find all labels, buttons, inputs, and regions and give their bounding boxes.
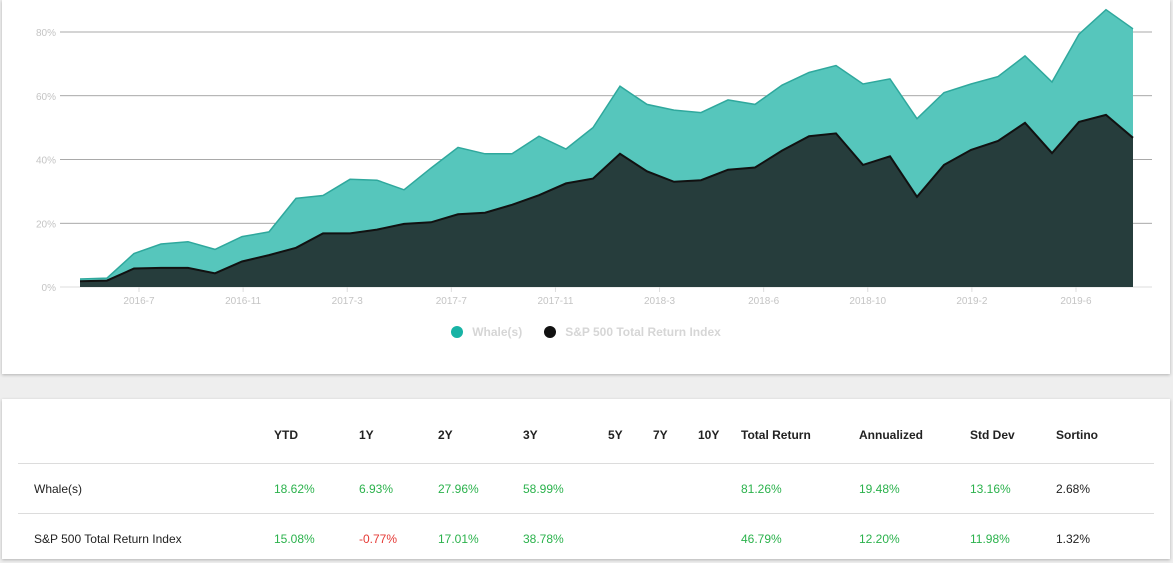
y-tick-label: 0% [42, 283, 57, 294]
cell-1y: 6.93% [359, 464, 438, 514]
y-tick-label: 80% [36, 28, 56, 39]
cell-3y: 38.78% [523, 514, 608, 563]
x-tick-label: 2017-11 [537, 296, 573, 307]
cell-std-dev: 11.98% [970, 514, 1056, 563]
x-tick-label: 2018-10 [849, 296, 886, 307]
performance-table: YTD 1Y 2Y 3Y 5Y 7Y 10Y Total Return Annu… [18, 407, 1154, 563]
y-tick-label: 40% [36, 156, 56, 167]
col-header-std-dev[interactable]: Std Dev [970, 407, 1056, 464]
col-header-5y[interactable]: 5Y [608, 407, 653, 464]
cell-10y [698, 514, 741, 563]
col-header-name [18, 407, 274, 464]
y-axis-ticks: 0% 20% 40% 60% 80% [36, 28, 56, 294]
legend-label-index: S&P 500 Total Return Index [565, 325, 721, 339]
col-header-ytd[interactable]: YTD [274, 407, 359, 464]
x-tick-label: 2018-6 [748, 296, 780, 307]
col-header-3y[interactable]: 3Y [523, 407, 608, 464]
x-tick-label: 2017-3 [332, 296, 364, 307]
x-axis-ticks: 2016-7 2016-11 2017-3 2017-7 2017-11 2018-3 20… [123, 287, 1092, 307]
row-name: S&P 500 Total Return Index [18, 514, 274, 563]
cell-total-return: 81.26% [741, 464, 859, 514]
legend-dot-index-icon [544, 326, 556, 338]
cell-std-dev: 13.16% [970, 464, 1056, 514]
col-header-1y[interactable]: 1Y [359, 407, 438, 464]
cell-2y: 17.01% [438, 514, 523, 563]
cell-5y [608, 514, 653, 563]
table-row: S&P 500 Total Return Index 15.08% -0.77%… [18, 514, 1154, 563]
table-header-row: YTD 1Y 2Y 3Y 5Y 7Y 10Y Total Return Annu… [18, 407, 1154, 464]
row-name: Whale(s) [18, 464, 274, 514]
x-tick-label: 2018-3 [644, 296, 676, 307]
x-tick-label: 2019-2 [956, 296, 988, 307]
legend-dot-fund-icon [451, 326, 463, 338]
x-tick-label: 2019-6 [1060, 296, 1092, 307]
cell-ytd: 18.62% [274, 464, 359, 514]
col-header-10y[interactable]: 10Y [698, 407, 741, 464]
cell-3y: 58.99% [523, 464, 608, 514]
col-header-sortino[interactable]: Sortino [1056, 407, 1154, 464]
performance-table-card: YTD 1Y 2Y 3Y 5Y 7Y 10Y Total Return Annu… [2, 399, 1170, 559]
performance-area-chart: 0% 20% 40% 60% 80% 2016-7 2016-11 2017-3 2017-7… [2, 0, 1170, 374]
x-tick-label: 2017-7 [436, 296, 468, 307]
cell-annualized: 19.48% [859, 464, 970, 514]
col-header-7y[interactable]: 7Y [653, 407, 698, 464]
legend-item-fund[interactable]: Whale(s) [451, 325, 522, 339]
x-tick-label: 2016-11 [225, 296, 261, 307]
legend-item-index[interactable]: S&P 500 Total Return Index [544, 325, 721, 339]
col-header-total-return[interactable]: Total Return [741, 407, 859, 464]
x-tick-label: 2016-7 [123, 296, 155, 307]
cell-ytd: 15.08% [274, 514, 359, 563]
legend-label-fund: Whale(s) [472, 325, 522, 339]
cell-7y [653, 514, 698, 563]
cell-annualized: 12.20% [859, 514, 970, 563]
table-row: Whale(s) 18.62% 6.93% 27.96% 58.99% 81.2… [18, 464, 1154, 514]
cell-7y [653, 464, 698, 514]
cell-5y [608, 464, 653, 514]
y-tick-label: 60% [36, 92, 56, 103]
cell-sortino: 2.68% [1056, 464, 1154, 514]
chart-legend: Whale(s) S&P 500 Total Return Index [2, 325, 1170, 339]
cell-10y [698, 464, 741, 514]
chart-card: 0% 20% 40% 60% 80% 2016-7 2016-11 2017-3 2017-7… [2, 0, 1170, 374]
col-header-annualized[interactable]: Annualized [859, 407, 970, 464]
cell-sortino: 1.32% [1056, 514, 1154, 563]
cell-2y: 27.96% [438, 464, 523, 514]
col-header-2y[interactable]: 2Y [438, 407, 523, 464]
cell-1y: -0.77% [359, 514, 438, 563]
cell-total-return: 46.79% [741, 514, 859, 563]
y-tick-label: 20% [36, 219, 56, 230]
series-areas [80, 10, 1133, 287]
